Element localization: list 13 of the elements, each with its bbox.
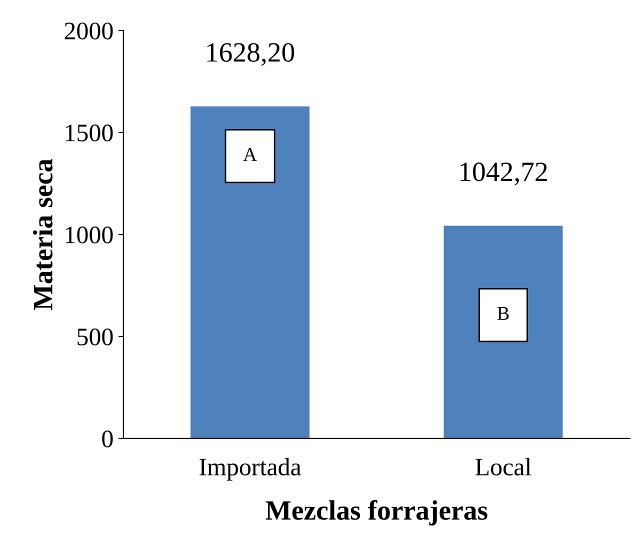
y-tick-label: 500 [78,328,113,346]
data-label: 1628,20 [207,43,294,66]
y-tick-label: 2000 [64,22,113,40]
annotation: B [497,307,509,320]
y-tick-label: 1500 [66,124,113,142]
x-tick-label: Local [476,458,532,476]
x-tick-label: Importada [200,458,302,481]
y-axis-title: Materia seca [32,158,53,310]
annotation: A [243,148,257,161]
data-label: 1042,72 [460,162,547,186]
y-tick-label: 1000 [66,226,113,244]
y-tick-label: 0 [102,430,113,448]
x-axis-title: Mezclas forrajeras [266,500,488,526]
